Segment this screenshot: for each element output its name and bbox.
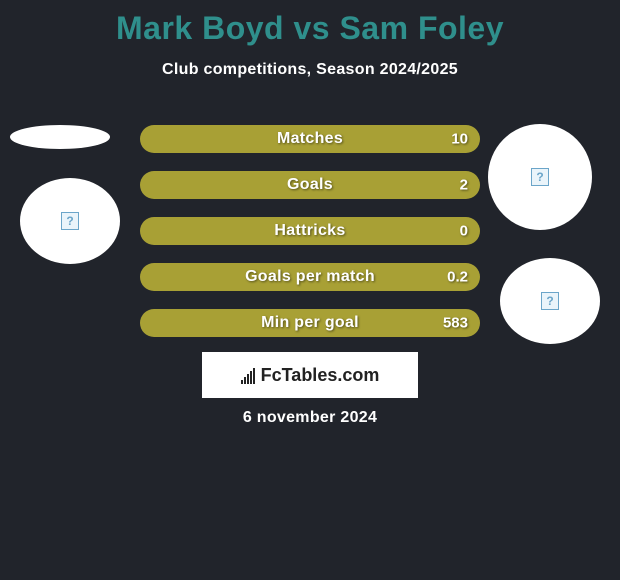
page-title: Mark Boyd vs Sam Foley	[0, 0, 620, 47]
stat-label: Matches	[277, 130, 343, 148]
brand-box[interactable]: FcTables.com	[202, 352, 418, 398]
stat-label: Min per goal	[261, 314, 359, 332]
stat-row-goals-per-match: Goals per match 0.2	[140, 263, 480, 291]
date-label: 6 november 2024	[0, 409, 620, 427]
placeholder-icon: ?	[531, 168, 549, 186]
stats-container: Matches 10 Goals 2 Hattricks 0 Goals per…	[140, 125, 480, 355]
player-right-top-circle: ?	[488, 124, 592, 230]
player-left-bottom-circle: ?	[20, 178, 120, 264]
player-right-bottom-circle: ?	[500, 258, 600, 344]
stat-label: Hattricks	[274, 222, 345, 240]
brand-text: FcTables.com	[261, 365, 380, 386]
page-subtitle: Club competitions, Season 2024/2025	[0, 61, 620, 79]
stat-label: Goals	[287, 176, 333, 194]
stat-value: 583	[443, 315, 468, 332]
stat-row-matches: Matches 10	[140, 125, 480, 153]
stat-value: 0.2	[447, 269, 468, 286]
stat-value: 10	[451, 131, 468, 148]
stat-label: Goals per match	[245, 268, 375, 286]
stat-row-goals: Goals 2	[140, 171, 480, 199]
stat-row-hattricks: Hattricks 0	[140, 217, 480, 245]
placeholder-icon: ?	[541, 292, 559, 310]
stat-value: 0	[460, 223, 468, 240]
placeholder-icon: ?	[61, 212, 79, 230]
stat-row-min-per-goal: Min per goal 583	[140, 309, 480, 337]
player-left-top-circle	[10, 125, 110, 149]
stat-value: 2	[460, 177, 468, 194]
bar-chart-icon	[241, 366, 255, 384]
